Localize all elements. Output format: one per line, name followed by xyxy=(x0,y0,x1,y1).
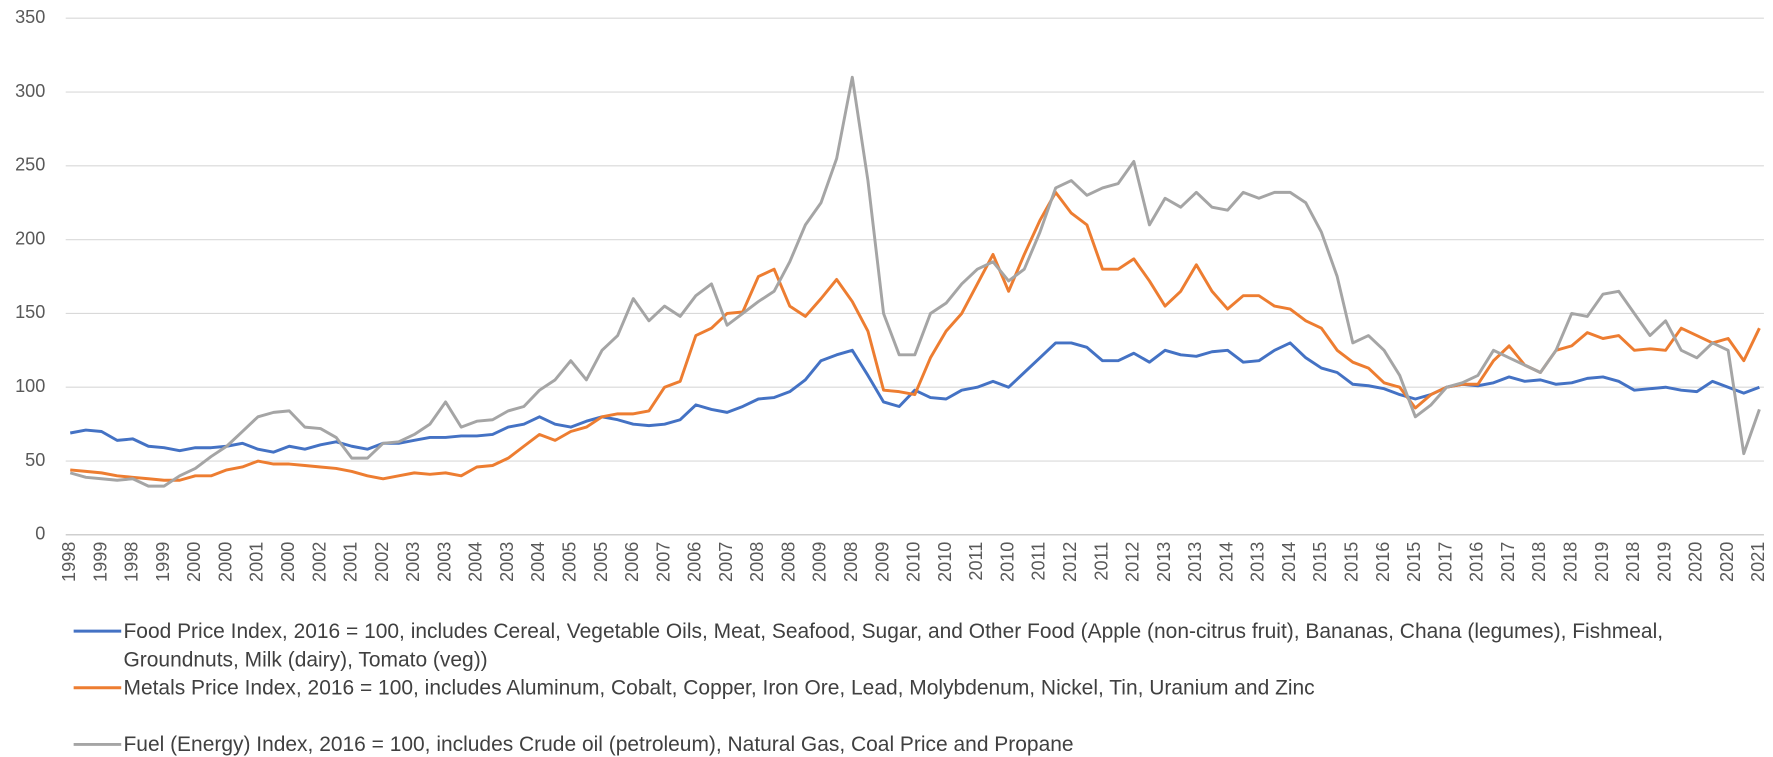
x-tick-label: 1999 xyxy=(153,542,173,582)
x-tick-label: 2020 xyxy=(1686,542,1706,582)
x-tick-label: 2016 xyxy=(1467,542,1487,582)
x-tick-label: 2010 xyxy=(935,542,955,582)
x-tick-label: 2000 xyxy=(278,542,298,582)
x-tick-label: 2008 xyxy=(778,542,798,582)
x-tick-label: 2015 xyxy=(1342,542,1362,582)
x-tick-label: 2011 xyxy=(966,542,986,581)
x-tick-label: 2008 xyxy=(747,542,767,582)
x-tick-label: 2009 xyxy=(872,542,892,582)
x-tick-label: 2010 xyxy=(997,542,1017,582)
legend-entry: Metals Price Index, 2016 = 100, includes… xyxy=(123,675,1315,700)
x-tick-label: 2011 xyxy=(1091,542,1111,581)
y-tick-label: 100 xyxy=(15,376,45,396)
x-tick-label: 2013 xyxy=(1154,542,1174,582)
x-tick-label: 2006 xyxy=(622,542,642,582)
x-tick-label: 2002 xyxy=(309,542,329,582)
legend-label: Metals Price Index, 2016 = 100, includes… xyxy=(123,675,1315,700)
legend-label: Fuel (Energy) Index, 2016 = 100, include… xyxy=(123,731,1074,756)
x-tick-label: 2012 xyxy=(1060,542,1080,582)
x-tick-label: 2013 xyxy=(1185,542,1205,582)
x-tick-label: 2005 xyxy=(560,542,580,582)
x-tick-label: 2009 xyxy=(810,542,830,582)
x-tick-label: 2004 xyxy=(528,542,548,582)
x-tick-label: 2014 xyxy=(1279,542,1299,582)
x-tick-label: 2007 xyxy=(716,542,736,582)
x-tick-label: 2002 xyxy=(372,542,392,582)
legend-entry: Food Price Index, 2016 = 100, includes C… xyxy=(123,618,1664,671)
x-tick-label: 2010 xyxy=(904,542,924,582)
x-tick-label: 2021 xyxy=(1748,542,1768,582)
x-tick-label: 2003 xyxy=(497,542,517,582)
x-tick-label: 1998 xyxy=(122,542,142,582)
x-tick-label: 2018 xyxy=(1623,542,1643,582)
series-line xyxy=(69,341,1760,454)
x-tick-label: 2015 xyxy=(1404,542,1424,582)
x-tick-label: 2006 xyxy=(685,542,705,582)
x-tick-label: 2013 xyxy=(1248,542,1268,582)
x-tick-label: 1998 xyxy=(59,542,79,582)
x-tick-label: 2000 xyxy=(184,542,204,582)
x-tick-label: 2003 xyxy=(403,542,423,582)
x-tick-label: 2018 xyxy=(1529,542,1549,582)
series-line xyxy=(69,75,1761,488)
x-tick-label: 2020 xyxy=(1717,542,1737,582)
x-tick-label: 2012 xyxy=(1123,542,1143,582)
x-tick-label: 2017 xyxy=(1435,542,1455,582)
x-tick-label: 2004 xyxy=(466,542,486,582)
x-tick-label: 2007 xyxy=(653,542,673,582)
series-line xyxy=(70,190,1761,482)
legend-label: Food Price Index, 2016 = 100, includes C… xyxy=(123,618,1664,671)
y-tick-label: 150 xyxy=(15,302,45,322)
x-tick-label: 2008 xyxy=(841,542,861,582)
y-tick-label: 200 xyxy=(15,228,45,248)
x-tick-label: 2011 xyxy=(1029,542,1049,581)
y-tick-label: 50 xyxy=(25,450,45,470)
y-tick-label: 350 xyxy=(15,7,45,27)
x-tick-label: 2005 xyxy=(591,542,611,582)
x-tick-label: 2000 xyxy=(215,542,235,582)
x-tick-label: 2014 xyxy=(1216,542,1236,582)
x-tick-label: 2016 xyxy=(1373,542,1393,582)
x-tick-label: 2015 xyxy=(1310,542,1330,582)
x-tick-label: 2017 xyxy=(1498,542,1518,582)
y-tick-label: 0 xyxy=(35,524,45,544)
x-tick-label: 2003 xyxy=(434,542,454,582)
x-tick-label: 2019 xyxy=(1654,542,1674,582)
x-tick-label: 2001 xyxy=(341,542,361,582)
x-tick-label: 2001 xyxy=(247,542,267,582)
x-tick-label: 1999 xyxy=(90,542,110,582)
legend-entry: Fuel (Energy) Index, 2016 = 100, include… xyxy=(123,731,1074,756)
y-tick-label: 300 xyxy=(15,81,45,101)
x-tick-label: 2018 xyxy=(1561,542,1581,582)
y-tick-label: 250 xyxy=(15,155,45,175)
x-tick-label: 2019 xyxy=(1592,542,1612,582)
